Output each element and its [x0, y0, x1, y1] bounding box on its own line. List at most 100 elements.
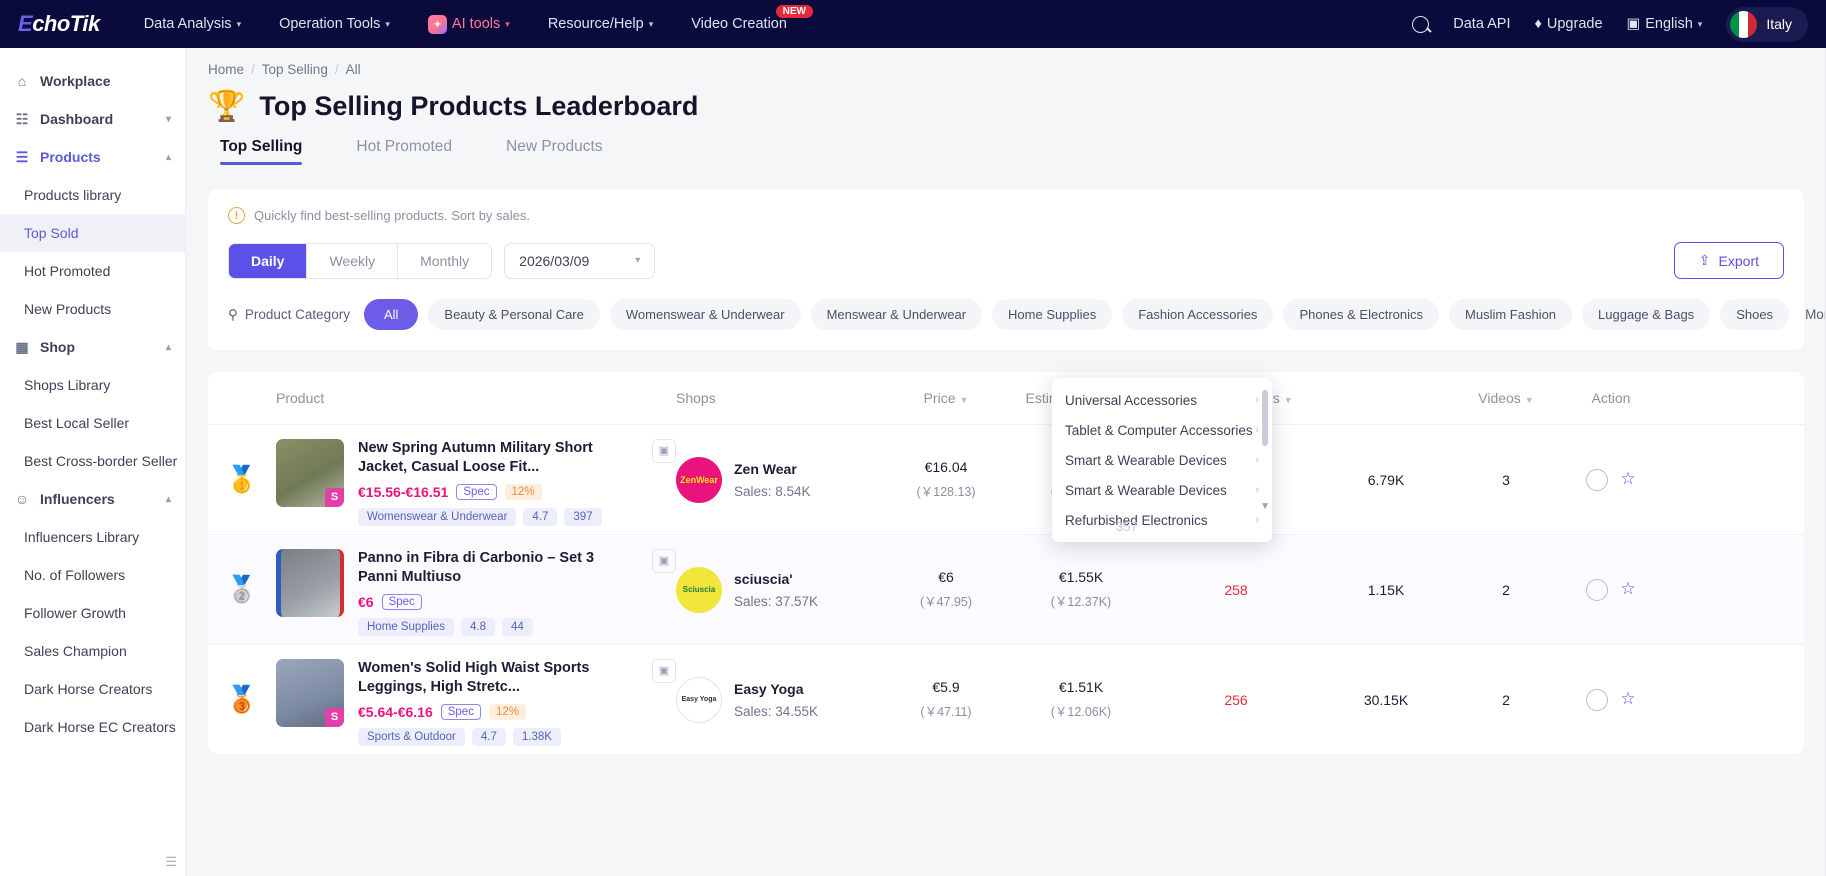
- category-chip-muslim-fashion[interactable]: Muslim Fashion: [1449, 299, 1573, 330]
- product-thumbnail[interactable]: S: [276, 658, 344, 727]
- table-row[interactable]: 🥇 S New Spring Autumn Military Short Jac…: [208, 424, 1804, 534]
- dropdown-item-smart-wearable-devices-1[interactable]: Smart & Wearable Devices ›: [1052, 445, 1272, 475]
- breadcrumb-top-selling[interactable]: Top Selling: [261, 62, 328, 77]
- sidebar-item-workplace[interactable]: ⌂ Workplace: [0, 62, 185, 100]
- nav-data-analysis[interactable]: Data Analysis ▾: [144, 16, 241, 32]
- search-icon[interactable]: [1412, 15, 1430, 33]
- sidebar-item-products-library[interactable]: Products library: [0, 176, 185, 214]
- tab-new-products[interactable]: New Products: [506, 138, 602, 165]
- tip-banner: ! Quickly find best-selling products. So…: [228, 207, 1784, 224]
- translate-icon[interactable]: ▣: [652, 438, 676, 463]
- category-chip-luggage-bags[interactable]: Luggage & Bags: [1582, 299, 1711, 330]
- sidebar-item-label: Influencers: [40, 491, 115, 507]
- nav-data-api[interactable]: Data API: [1453, 16, 1510, 32]
- category-chip-shoes[interactable]: Shoes: [1720, 299, 1790, 330]
- product-thumbnail[interactable]: [276, 548, 344, 617]
- date-picker[interactable]: 2026/03/09 ▾: [504, 242, 656, 279]
- nav-ai-tools[interactable]: ✦ AI tools ▾: [427, 14, 510, 34]
- sidebar-item-sales-champion[interactable]: Sales Champion: [0, 632, 185, 670]
- shipping-badge: S: [325, 487, 344, 507]
- category-chip-beauty-personal-care[interactable]: Beauty & Personal Care: [428, 299, 600, 330]
- dropdown-item-smart-wearable-devices-2[interactable]: Smart & Wearable Devices ›: [1052, 475, 1272, 505]
- discount-badge: 12%: [488, 704, 526, 721]
- dropdown-item-tablet-computer-accessories[interactable]: Tablet & Computer Accessories ›: [1052, 415, 1272, 445]
- category-chip-home-supplies[interactable]: Home Supplies: [992, 299, 1113, 330]
- tab-hot-promoted[interactable]: Hot Promoted: [356, 138, 452, 165]
- breadcrumb-home[interactable]: Home: [208, 62, 245, 77]
- th-videos[interactable]: Videos ▼: [1456, 390, 1556, 406]
- language-selector[interactable]: ▣ English ▾: [1627, 16, 1703, 32]
- category-chip-fashion-accessories[interactable]: Fashion Accessories: [1122, 299, 1274, 330]
- category-chip-menswear-underwear[interactable]: Menswear & Underwear: [810, 299, 983, 330]
- sidebar-item-dark-horse-creators[interactable]: Dark Horse Creators: [0, 670, 185, 708]
- table-row[interactable]: 🥉 S Women's Solid High Waist Sports Legg…: [208, 644, 1804, 754]
- product-rating-tag: 4.7: [523, 508, 558, 527]
- nav-video-creation[interactable]: Video Creation NEW: [691, 5, 813, 32]
- translate-icon[interactable]: ▣: [652, 548, 676, 573]
- more-categories-link[interactable]: More: [1805, 307, 1826, 322]
- product-name[interactable]: New Spring Autumn Military Short Jacket,…: [358, 439, 593, 475]
- period-weekly-button[interactable]: Weekly: [307, 243, 399, 278]
- sidebar-item-dark-horse-ec-creators[interactable]: Dark Horse EC Creators: [0, 708, 185, 746]
- sidebar-item-influencers-library[interactable]: Influencers Library: [0, 518, 185, 556]
- period-daily-button[interactable]: Daily: [229, 243, 308, 278]
- control-row: Daily Weekly Monthly 2026/03/09 ▾ ⇪ Expo…: [228, 242, 1784, 279]
- category-chip-all[interactable]: All: [363, 299, 419, 330]
- sidebar-item-influencers[interactable]: ☺ Influencers ▴: [0, 480, 185, 518]
- shop-cell[interactable]: Easy Yoga Easy Yoga Sales: 34.55K: [676, 676, 886, 723]
- nav-upgrade-label: Upgrade: [1546, 16, 1603, 32]
- date-picker-value: 2026/03/09: [519, 252, 590, 269]
- sidebar-item-best-cross-border-seller[interactable]: Best Cross-border Seller: [0, 442, 185, 480]
- echotik-logo[interactable]: EchoTik: [18, 11, 100, 37]
- italy-flag-icon: [1730, 10, 1758, 38]
- th-price[interactable]: Price ▼: [886, 390, 1006, 406]
- sidebar-item-hot-promoted[interactable]: Hot Promoted: [0, 252, 185, 290]
- export-button[interactable]: ⇪ Export: [1673, 242, 1784, 279]
- dropdown-scroll-down-icon[interactable]: ▼: [1260, 501, 1270, 512]
- product-rating-tag: 4.7: [471, 728, 506, 747]
- nav-operation-tools[interactable]: Operation Tools ▾: [279, 16, 390, 32]
- chevron-down-icon: ▾: [505, 18, 510, 29]
- sidebar-item-shop[interactable]: ▦ Shop ▴: [0, 328, 185, 366]
- spec-badge[interactable]: Spec: [456, 484, 497, 501]
- country-label: Italy: [1766, 16, 1792, 32]
- dropdown-item-refurbished-electronics[interactable]: Refurbished Electronics ›: [1052, 505, 1272, 535]
- translate-icon: ▣: [1626, 16, 1641, 32]
- category-chip-womenswear-underwear[interactable]: Womenswear & Underwear: [609, 299, 801, 330]
- table-row[interactable]: 🥈 Panno in Fibra di Carbonio – Set 3 Pan…: [208, 534, 1804, 644]
- star-icon[interactable]: ☆: [1620, 468, 1636, 488]
- nav-ai-tools-label: AI tools: [451, 16, 501, 32]
- product-name[interactable]: Panno in Fibra di Carbonio – Set 3 Panni…: [358, 549, 595, 585]
- sidebar-item-dashboard[interactable]: ☷ Dashboard ▾: [0, 100, 185, 138]
- nav-upgrade[interactable]: ♦ Upgrade: [1534, 16, 1602, 32]
- tab-top-selling[interactable]: Top Selling: [220, 138, 303, 165]
- sidebar-item-best-local-seller[interactable]: Best Local Seller: [0, 404, 185, 442]
- circle-action-icon[interactable]: [1586, 578, 1609, 601]
- sidebar-item-follower-growth[interactable]: Follower Growth: [0, 594, 185, 632]
- star-icon[interactable]: ☆: [1620, 578, 1636, 598]
- sidebar-item-new-products[interactable]: New Products: [0, 290, 185, 328]
- circle-action-icon[interactable]: [1586, 468, 1609, 491]
- country-selector[interactable]: Italy: [1726, 6, 1808, 42]
- star-icon[interactable]: ☆: [1620, 688, 1636, 708]
- sidebar-item-products[interactable]: ☰ Products ▴: [0, 138, 185, 176]
- translate-icon[interactable]: ▣: [652, 658, 676, 683]
- dropdown-item-universal-accessories[interactable]: Universal Accessories ›: [1052, 385, 1272, 415]
- title-row: 🏆 Top Selling Products Leaderboard: [208, 89, 1826, 124]
- sidebar-item-top-sold[interactable]: Top Sold: [0, 214, 185, 252]
- product-name[interactable]: Women's Solid High Waist Sports Leggings…: [358, 659, 590, 695]
- shop-cell[interactable]: ZenWear Zen Wear Sales: 8.54K: [676, 456, 886, 503]
- shop-cell[interactable]: Sciuscia sciuscia' Sales: 37.57K: [676, 566, 886, 613]
- circle-action-icon[interactable]: [1586, 688, 1609, 711]
- spec-badge[interactable]: Spec: [381, 594, 422, 611]
- sidebar-item-no-of-followers[interactable]: No. of Followers: [0, 556, 185, 594]
- nav-resource-help[interactable]: Resource/Help ▾: [548, 16, 653, 32]
- spec-badge[interactable]: Spec: [440, 704, 481, 721]
- sidebar-item-shops-library[interactable]: Shops Library: [0, 366, 185, 404]
- product-thumbnail[interactable]: S: [276, 438, 344, 507]
- dropdown-scrollbar[interactable]: [1262, 390, 1268, 446]
- collapse-sidebar-icon[interactable]: ☰: [165, 854, 177, 869]
- shop-sales: Sales: 37.57K: [734, 593, 819, 609]
- period-monthly-button[interactable]: Monthly: [420, 252, 470, 269]
- category-chip-phones-electronics[interactable]: Phones & Electronics: [1283, 299, 1440, 330]
